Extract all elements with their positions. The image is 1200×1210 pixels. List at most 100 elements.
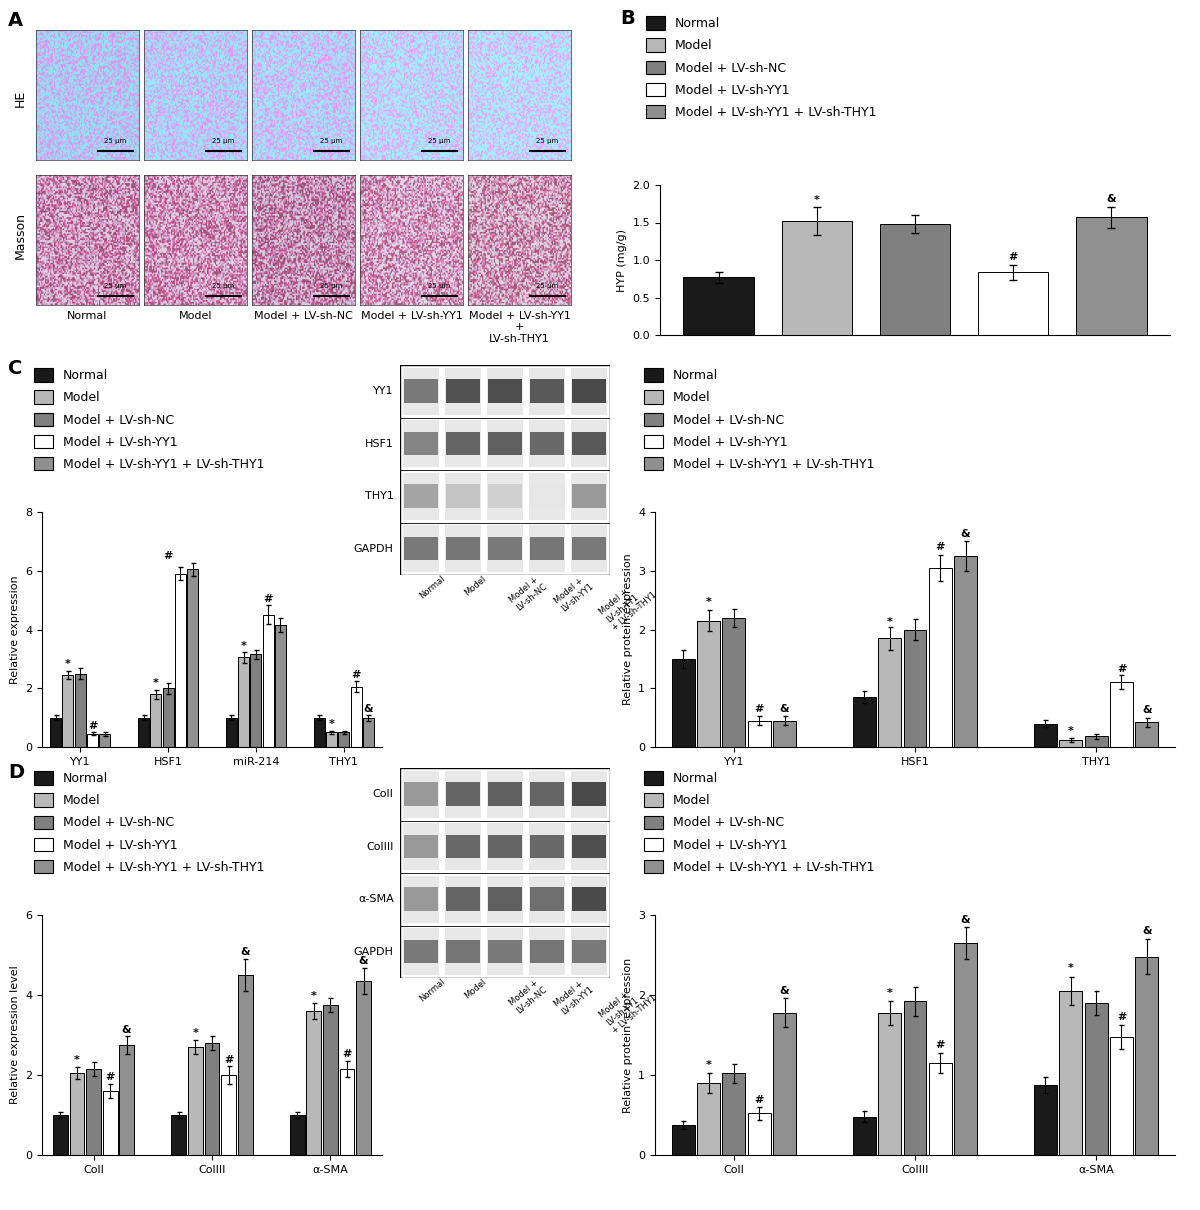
Bar bbox=[238, 975, 252, 1156]
Text: α-SMA: α-SMA bbox=[358, 894, 394, 904]
Bar bbox=[62, 675, 73, 747]
Text: *: * bbox=[152, 679, 158, 688]
Y-axis label: Relative expression level: Relative expression level bbox=[10, 966, 19, 1105]
Bar bbox=[487, 473, 523, 520]
Bar bbox=[697, 621, 720, 747]
Bar bbox=[404, 537, 438, 560]
Bar bbox=[403, 771, 439, 818]
Bar bbox=[1060, 741, 1082, 747]
Text: *: * bbox=[887, 617, 893, 627]
Bar bbox=[529, 525, 565, 572]
Bar bbox=[445, 420, 481, 467]
Bar bbox=[446, 887, 480, 911]
Bar bbox=[571, 420, 607, 467]
Text: &: & bbox=[364, 703, 373, 714]
Text: *: * bbox=[706, 598, 712, 607]
Text: &: & bbox=[1142, 926, 1152, 935]
Bar bbox=[773, 721, 796, 747]
Bar bbox=[530, 940, 564, 963]
Text: *: * bbox=[814, 195, 820, 204]
Text: #: # bbox=[106, 1072, 115, 1082]
Bar bbox=[446, 537, 480, 560]
Bar bbox=[529, 771, 565, 818]
Bar bbox=[187, 569, 198, 747]
Text: 25 μm: 25 μm bbox=[320, 283, 342, 289]
Bar bbox=[53, 1114, 68, 1156]
Legend: Normal, Model, Model + LV-sh-NC, Model + LV-sh-YY1, Model + LV-sh-YY1 + LV-sh-TH: Normal, Model, Model + LV-sh-NC, Model +… bbox=[35, 368, 264, 471]
Text: &: & bbox=[961, 915, 971, 924]
Bar bbox=[722, 618, 745, 747]
Bar bbox=[340, 1068, 354, 1156]
Text: GAPDH: GAPDH bbox=[354, 543, 394, 554]
Bar bbox=[74, 674, 85, 747]
Bar bbox=[403, 473, 439, 520]
Bar bbox=[50, 718, 61, 747]
Bar bbox=[529, 823, 565, 870]
Bar bbox=[100, 733, 110, 747]
Text: Model + LV-sh-YY1: Model + LV-sh-YY1 bbox=[360, 311, 462, 321]
Bar bbox=[853, 1117, 876, 1156]
Text: #: # bbox=[264, 594, 272, 604]
Text: *: * bbox=[74, 1055, 80, 1065]
Bar bbox=[251, 655, 262, 747]
Bar bbox=[572, 537, 606, 560]
Bar bbox=[488, 484, 522, 508]
Text: ColIII: ColIII bbox=[366, 842, 394, 852]
Text: Model +
LV-sh-YY1
+ LV-sh-THY1: Model + LV-sh-YY1 + LV-sh-THY1 bbox=[598, 574, 659, 633]
Bar bbox=[445, 525, 481, 572]
Text: &: & bbox=[780, 986, 790, 996]
Text: #: # bbox=[936, 542, 946, 552]
Text: #: # bbox=[1008, 252, 1018, 263]
Text: YY1: YY1 bbox=[373, 386, 394, 396]
Text: HE: HE bbox=[13, 90, 26, 106]
Text: #: # bbox=[936, 1041, 946, 1050]
Text: #: # bbox=[163, 552, 173, 561]
Bar bbox=[404, 379, 438, 403]
Text: Model: Model bbox=[462, 976, 487, 1001]
Text: Model +
LV-sh-YY1
+ LV-sh-THY1: Model + LV-sh-YY1 + LV-sh-THY1 bbox=[598, 976, 659, 1036]
Bar bbox=[572, 887, 606, 911]
Bar bbox=[221, 1074, 236, 1156]
Text: &: & bbox=[1142, 705, 1152, 715]
Text: &: & bbox=[961, 529, 971, 538]
Bar bbox=[403, 420, 439, 467]
Bar bbox=[572, 835, 606, 858]
Bar bbox=[530, 782, 564, 806]
Bar bbox=[530, 887, 564, 911]
Text: Model +
LV-sh-NC: Model + LV-sh-NC bbox=[508, 574, 548, 612]
Text: #: # bbox=[342, 1049, 352, 1059]
Text: Model: Model bbox=[462, 574, 487, 598]
Bar bbox=[672, 659, 695, 747]
Bar bbox=[697, 1083, 720, 1156]
Bar bbox=[403, 876, 439, 923]
Text: GAPDH: GAPDH bbox=[354, 946, 394, 957]
Legend: Normal, Model, Model + LV-sh-NC, Model + LV-sh-YY1, Model + LV-sh-YY1 + LV-sh-TH: Normal, Model, Model + LV-sh-NC, Model +… bbox=[647, 16, 876, 119]
Bar bbox=[403, 368, 439, 415]
Bar bbox=[404, 887, 438, 911]
Text: Model +
LV-sh-NC: Model + LV-sh-NC bbox=[508, 976, 548, 1015]
Legend: Normal, Model, Model + LV-sh-NC, Model + LV-sh-YY1, Model + LV-sh-YY1 + LV-sh-TH: Normal, Model, Model + LV-sh-NC, Model +… bbox=[35, 771, 264, 874]
Bar bbox=[530, 432, 564, 455]
Bar bbox=[1075, 218, 1146, 335]
Bar bbox=[529, 368, 565, 415]
Bar bbox=[572, 782, 606, 806]
Bar bbox=[446, 432, 480, 455]
Bar bbox=[487, 876, 523, 923]
Bar bbox=[684, 277, 755, 335]
Bar bbox=[362, 718, 374, 747]
Bar bbox=[445, 823, 481, 870]
Bar bbox=[162, 688, 174, 747]
Bar bbox=[487, 771, 523, 818]
Y-axis label: Relative protein expression: Relative protein expression bbox=[623, 554, 632, 705]
Bar bbox=[150, 695, 161, 747]
Bar bbox=[175, 574, 186, 747]
Bar bbox=[403, 928, 439, 975]
Bar bbox=[445, 473, 481, 520]
Bar bbox=[722, 1073, 745, 1156]
Bar bbox=[1110, 682, 1133, 747]
Bar bbox=[445, 771, 481, 818]
Bar bbox=[445, 368, 481, 415]
Text: B: B bbox=[620, 8, 635, 28]
Text: *: * bbox=[706, 1060, 712, 1070]
Text: Model: Model bbox=[179, 311, 212, 321]
